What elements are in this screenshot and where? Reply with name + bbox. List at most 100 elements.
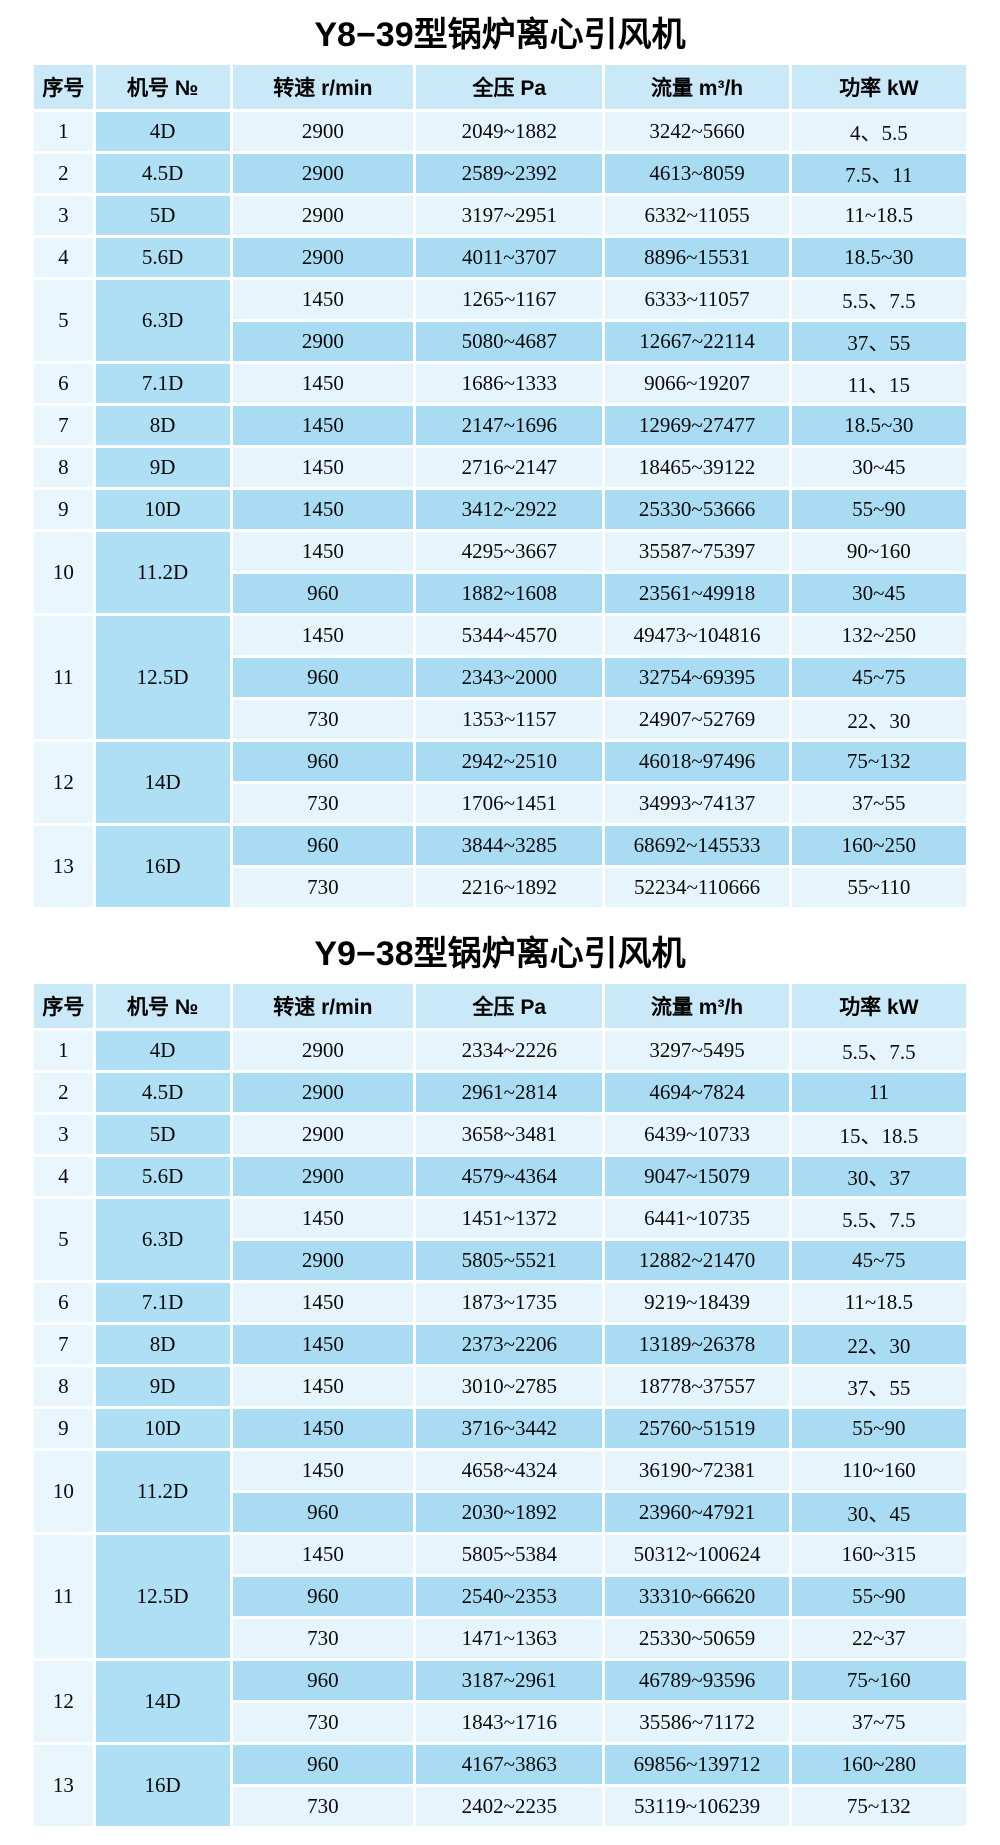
speed-cell: 1450	[232, 616, 414, 655]
power-cell: 75~132	[791, 742, 966, 781]
model-cell: 5D	[95, 1115, 230, 1154]
pressure-cell: 2030~1892	[416, 1493, 603, 1532]
column-header: 全压 Pa	[416, 984, 603, 1028]
flow-cell: 9047~15079	[605, 1157, 789, 1196]
model-cell: 12.5D	[95, 616, 230, 739]
flow-cell: 33310~66620	[605, 1577, 789, 1616]
flow-cell: 6439~10733	[605, 1115, 789, 1154]
flow-cell: 46789~93596	[605, 1661, 789, 1700]
model-cell: 9D	[95, 448, 230, 487]
model-cell: 14D	[95, 742, 230, 823]
pressure-cell: 2334~2226	[416, 1031, 603, 1070]
flow-cell: 68692~145533	[605, 826, 789, 865]
speed-cell: 1450	[232, 280, 414, 319]
serial-cell: 13	[34, 826, 93, 907]
column-header: 序号	[34, 65, 93, 109]
fan-spec-table-y8-39: 序号 机号 № 转速 r/min 全压 Pa 流量 m³/h 功率 kW 1 4D 2900 2…	[31, 62, 969, 910]
power-cell: 160~280	[791, 1745, 966, 1784]
power-cell: 7.5、11	[791, 154, 966, 193]
table-row: 1 4D 2900 2334~2226 3297~5495 5.5、7.5	[34, 1031, 966, 1070]
model-cell: 16D	[95, 826, 230, 907]
model-cell: 5.6D	[95, 1157, 230, 1196]
pressure-cell: 2961~2814	[416, 1073, 603, 1112]
power-cell: 55~90	[791, 1577, 966, 1616]
power-cell: 5.5、7.5	[791, 1199, 966, 1238]
serial-cell: 10	[34, 1451, 93, 1532]
power-cell: 22~37	[791, 1619, 966, 1658]
speed-cell: 730	[232, 1619, 414, 1658]
speed-cell: 1450	[232, 1283, 414, 1322]
speed-cell: 2900	[232, 1157, 414, 1196]
table-row: 960 2343~2000 32754~69395 45~75	[34, 658, 966, 697]
speed-cell: 730	[232, 1703, 414, 1742]
flow-cell: 9219~18439	[605, 1283, 789, 1322]
serial-cell: 12	[34, 1661, 93, 1742]
speed-cell: 960	[232, 574, 414, 613]
flow-cell: 32754~69395	[605, 658, 789, 697]
column-header: 全压 Pa	[416, 65, 603, 109]
table-row: 730 1353~1157 24907~52769 22、30	[34, 700, 966, 739]
speed-cell: 1450	[232, 448, 414, 487]
table-row: 960 1882~1608 23561~49918 30~45	[34, 574, 966, 613]
power-cell: 15、18.5	[791, 1115, 966, 1154]
speed-cell: 960	[232, 1493, 414, 1532]
model-cell: 11.2D	[95, 1451, 230, 1532]
speed-cell: 730	[232, 784, 414, 823]
speed-cell: 1450	[232, 1409, 414, 1448]
table-row: 730 1471~1363 25330~50659 22~37	[34, 1619, 966, 1658]
flow-cell: 18465~39122	[605, 448, 789, 487]
table-row: 3 5D 2900 3197~2951 6332~11055 11~18.5	[34, 196, 966, 235]
pressure-cell: 1686~1333	[416, 364, 603, 403]
column-header: 流量 m³/h	[605, 984, 789, 1028]
speed-cell: 2900	[232, 1115, 414, 1154]
table-row: 730 1706~1451 34993~74137 37~55	[34, 784, 966, 823]
pressure-cell: 4167~3863	[416, 1745, 603, 1784]
column-header: 功率 kW	[791, 65, 966, 109]
flow-cell: 25330~50659	[605, 1619, 789, 1658]
table-row: 1 4D 2900 2049~1882 3242~5660 4、5.5	[34, 112, 966, 151]
model-cell: 4D	[95, 112, 230, 151]
flow-cell: 4613~8059	[605, 154, 789, 193]
flow-cell: 3297~5495	[605, 1031, 789, 1070]
flow-cell: 34993~74137	[605, 784, 789, 823]
serial-cell: 10	[34, 532, 93, 613]
flow-cell: 49473~104816	[605, 616, 789, 655]
column-header: 转速 r/min	[232, 984, 414, 1028]
model-cell: 9D	[95, 1367, 230, 1406]
serial-cell: 8	[34, 1367, 93, 1406]
speed-cell: 1450	[232, 1451, 414, 1490]
pressure-cell: 2147~1696	[416, 406, 603, 445]
flow-cell: 9066~19207	[605, 364, 789, 403]
column-header: 转速 r/min	[232, 65, 414, 109]
table-row: 730 2402~2235 53119~106239 75~132	[34, 1787, 966, 1826]
flow-cell: 23960~47921	[605, 1493, 789, 1532]
power-cell: 11	[791, 1073, 966, 1112]
speed-cell: 2900	[232, 1031, 414, 1070]
table-row: 960 2540~2353 33310~66620 55~90	[34, 1577, 966, 1616]
power-cell: 160~250	[791, 826, 966, 865]
serial-cell: 12	[34, 742, 93, 823]
pressure-cell: 2942~2510	[416, 742, 603, 781]
table-row: 12 14D 960 2942~2510 46018~97496 75~132	[34, 742, 966, 823]
column-header: 序号	[34, 984, 93, 1028]
model-cell: 10D	[95, 490, 230, 529]
power-cell: 22、30	[791, 700, 966, 739]
power-cell: 30~45	[791, 574, 966, 613]
flow-cell: 52234~110666	[605, 868, 789, 907]
table-row: 8 9D 1450 2716~2147 18465~39122 30~45	[34, 448, 966, 487]
pressure-cell: 2540~2353	[416, 1577, 603, 1616]
pressure-cell: 4295~3667	[416, 532, 603, 571]
power-cell: 11~18.5	[791, 1283, 966, 1322]
flow-cell: 25330~53666	[605, 490, 789, 529]
power-cell: 75~160	[791, 1661, 966, 1700]
pressure-cell: 3010~2785	[416, 1367, 603, 1406]
power-cell: 30、37	[791, 1157, 966, 1196]
pressure-cell: 2343~2000	[416, 658, 603, 697]
speed-cell: 2900	[232, 112, 414, 151]
power-cell: 75~132	[791, 1787, 966, 1826]
table-row: 7 8D 1450 2373~2206 13189~26378 22、30	[34, 1325, 966, 1364]
pressure-cell: 3716~3442	[416, 1409, 603, 1448]
power-cell: 5.5、7.5	[791, 1031, 966, 1070]
speed-cell: 1450	[232, 490, 414, 529]
pressure-cell: 1706~1451	[416, 784, 603, 823]
